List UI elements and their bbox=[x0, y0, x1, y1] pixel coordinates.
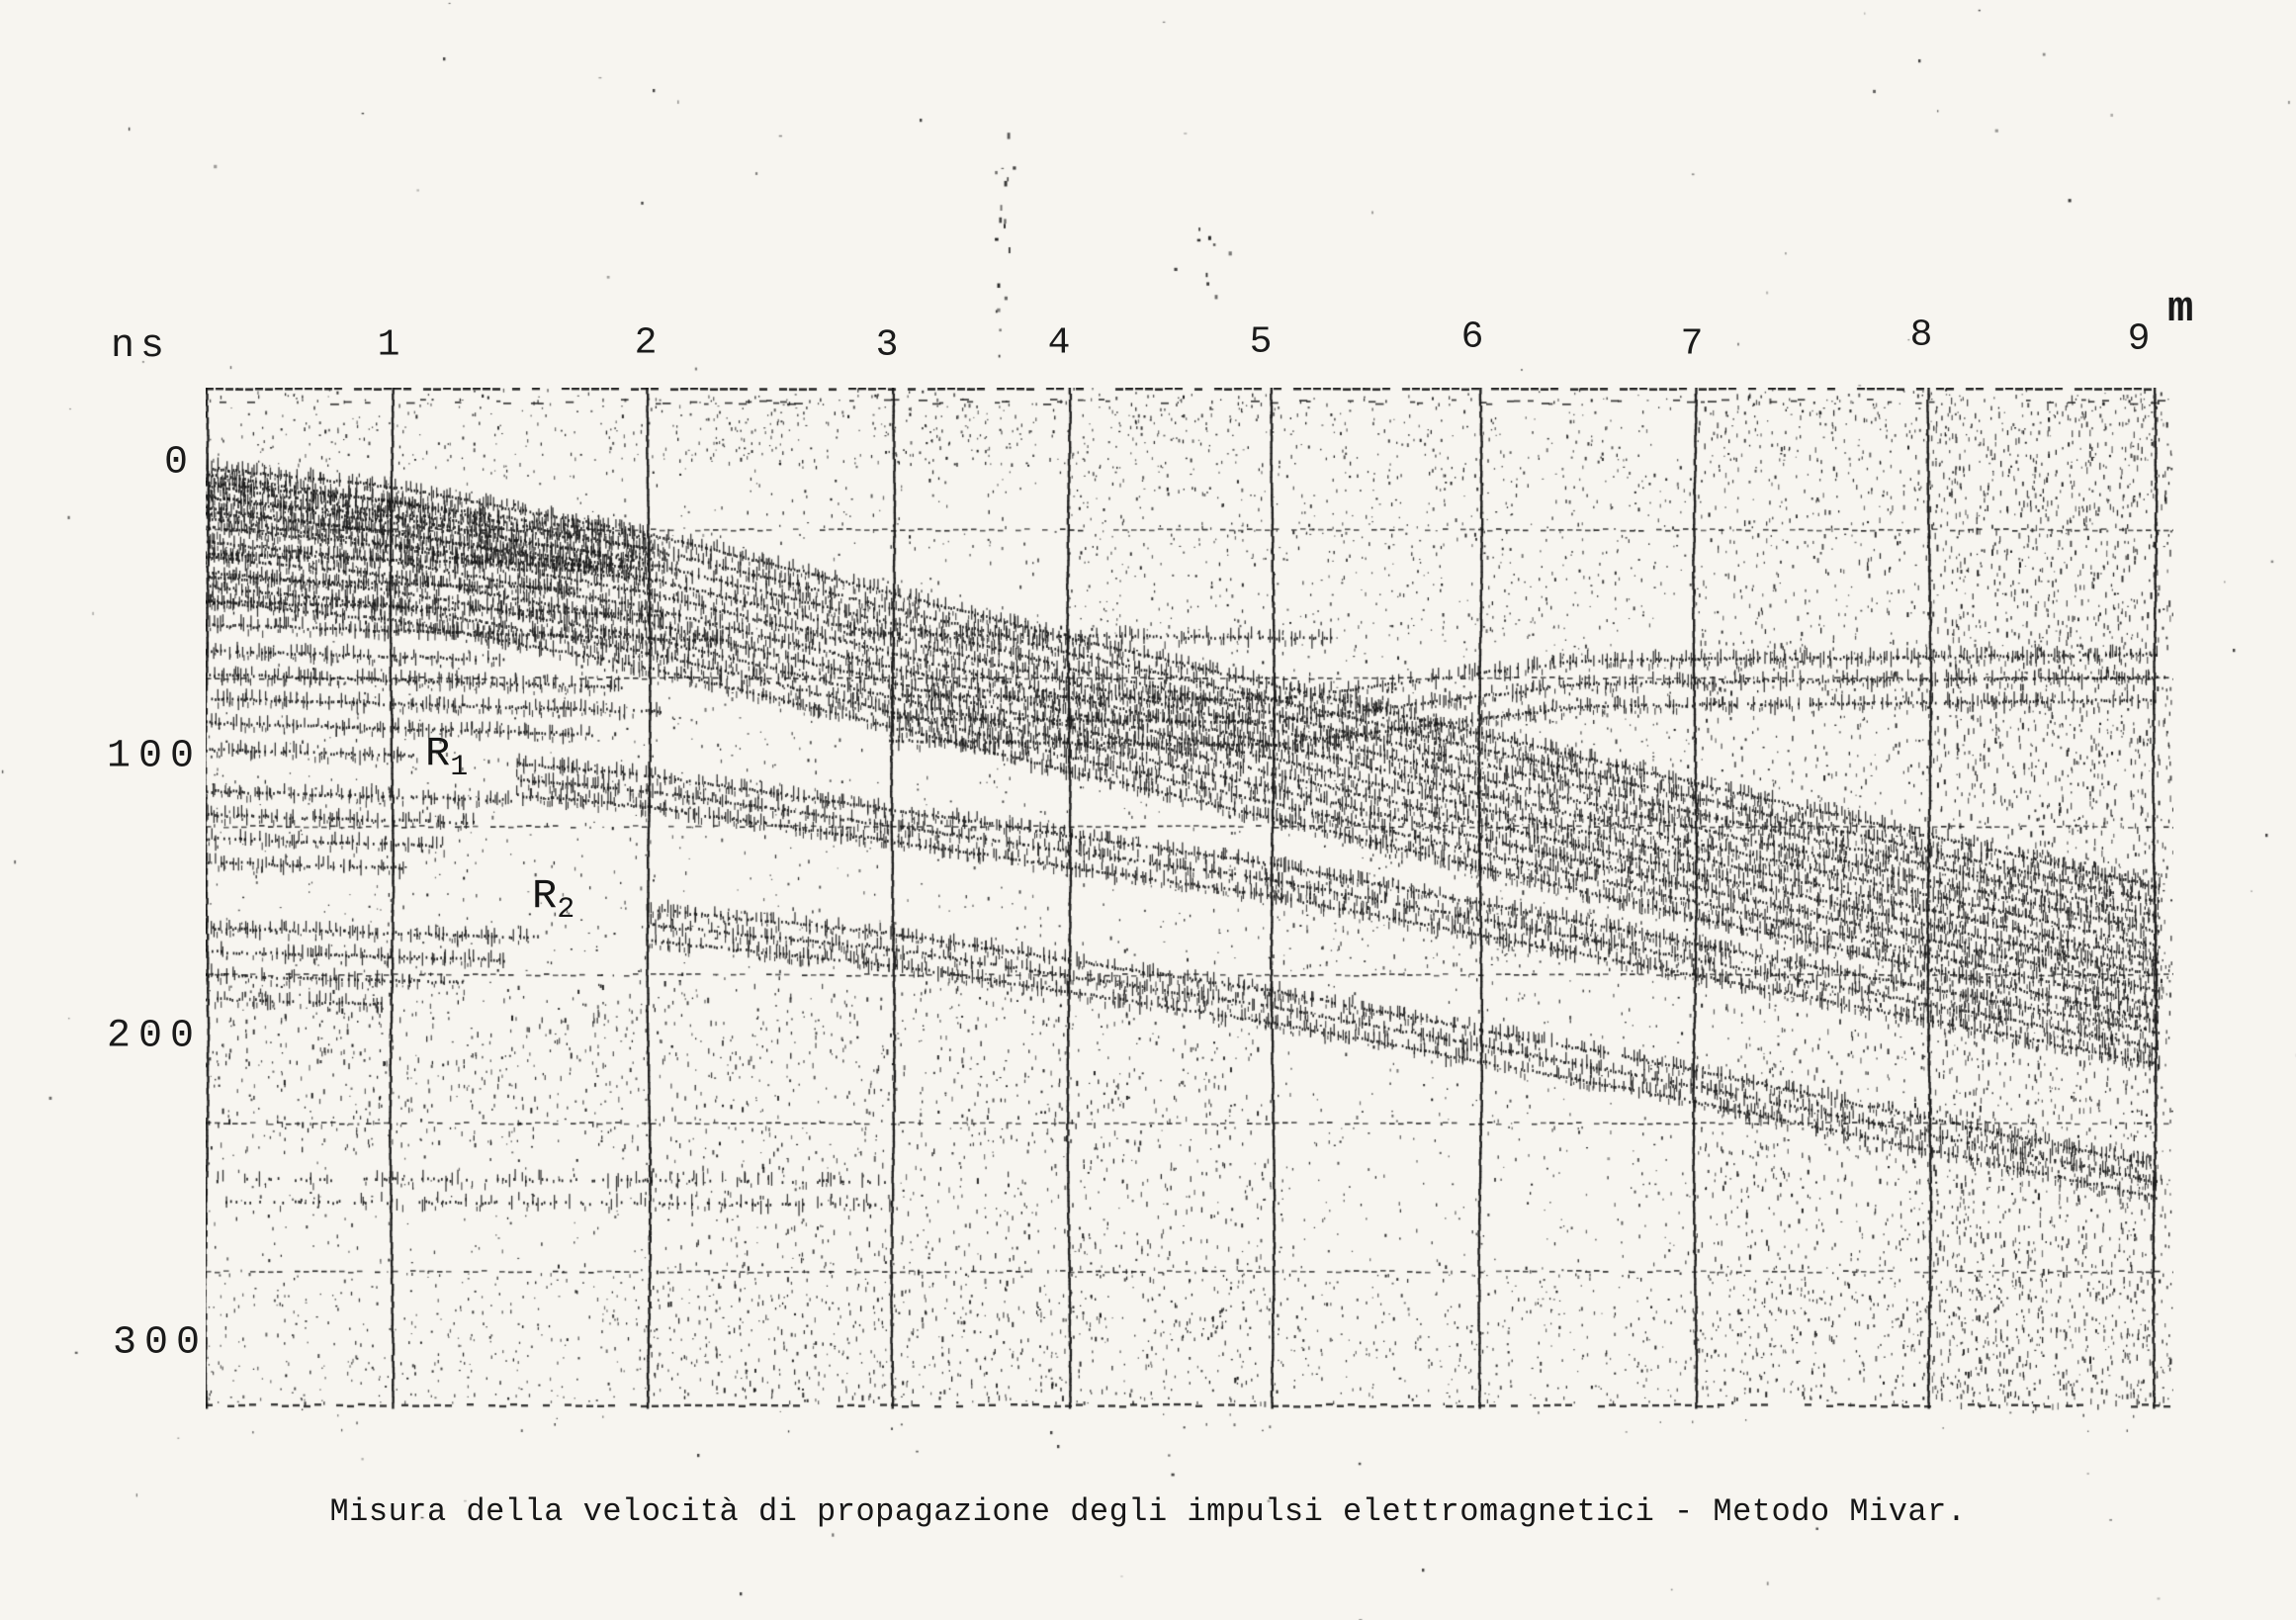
distance-axis-unit-label: m bbox=[2167, 285, 2194, 334]
time-tick-100: 100 bbox=[106, 734, 202, 779]
r2-subscript: 2 bbox=[557, 893, 575, 927]
r1-subscript: 1 bbox=[450, 751, 469, 784]
distance-tick-9: 9 bbox=[2127, 317, 2151, 361]
distance-tick-1: 1 bbox=[377, 323, 400, 367]
distance-tick-2: 2 bbox=[634, 321, 658, 365]
radargram-plot bbox=[206, 388, 2173, 1446]
time-axis-unit-label: ns bbox=[111, 324, 171, 369]
time-tick-0: 0 bbox=[163, 440, 196, 486]
distance-tick-5: 5 bbox=[1249, 320, 1273, 364]
distance-tick-6: 6 bbox=[1460, 315, 1484, 359]
time-tick-300: 300 bbox=[112, 1320, 208, 1366]
figure-caption: Misura della velocità di propagazione de… bbox=[329, 1493, 1967, 1530]
time-tick-200: 200 bbox=[106, 1014, 202, 1059]
r2-base: R bbox=[532, 872, 558, 920]
distance-tick-7: 7 bbox=[1680, 322, 1704, 366]
annotation-reflector-r2: R2 bbox=[532, 872, 574, 927]
distance-tick-8: 8 bbox=[1909, 314, 1933, 357]
distance-tick-4: 4 bbox=[1047, 321, 1071, 365]
distance-tick-3: 3 bbox=[875, 323, 899, 367]
annotation-reflector-r1: R1 bbox=[425, 730, 468, 784]
r1-base: R bbox=[425, 730, 451, 777]
